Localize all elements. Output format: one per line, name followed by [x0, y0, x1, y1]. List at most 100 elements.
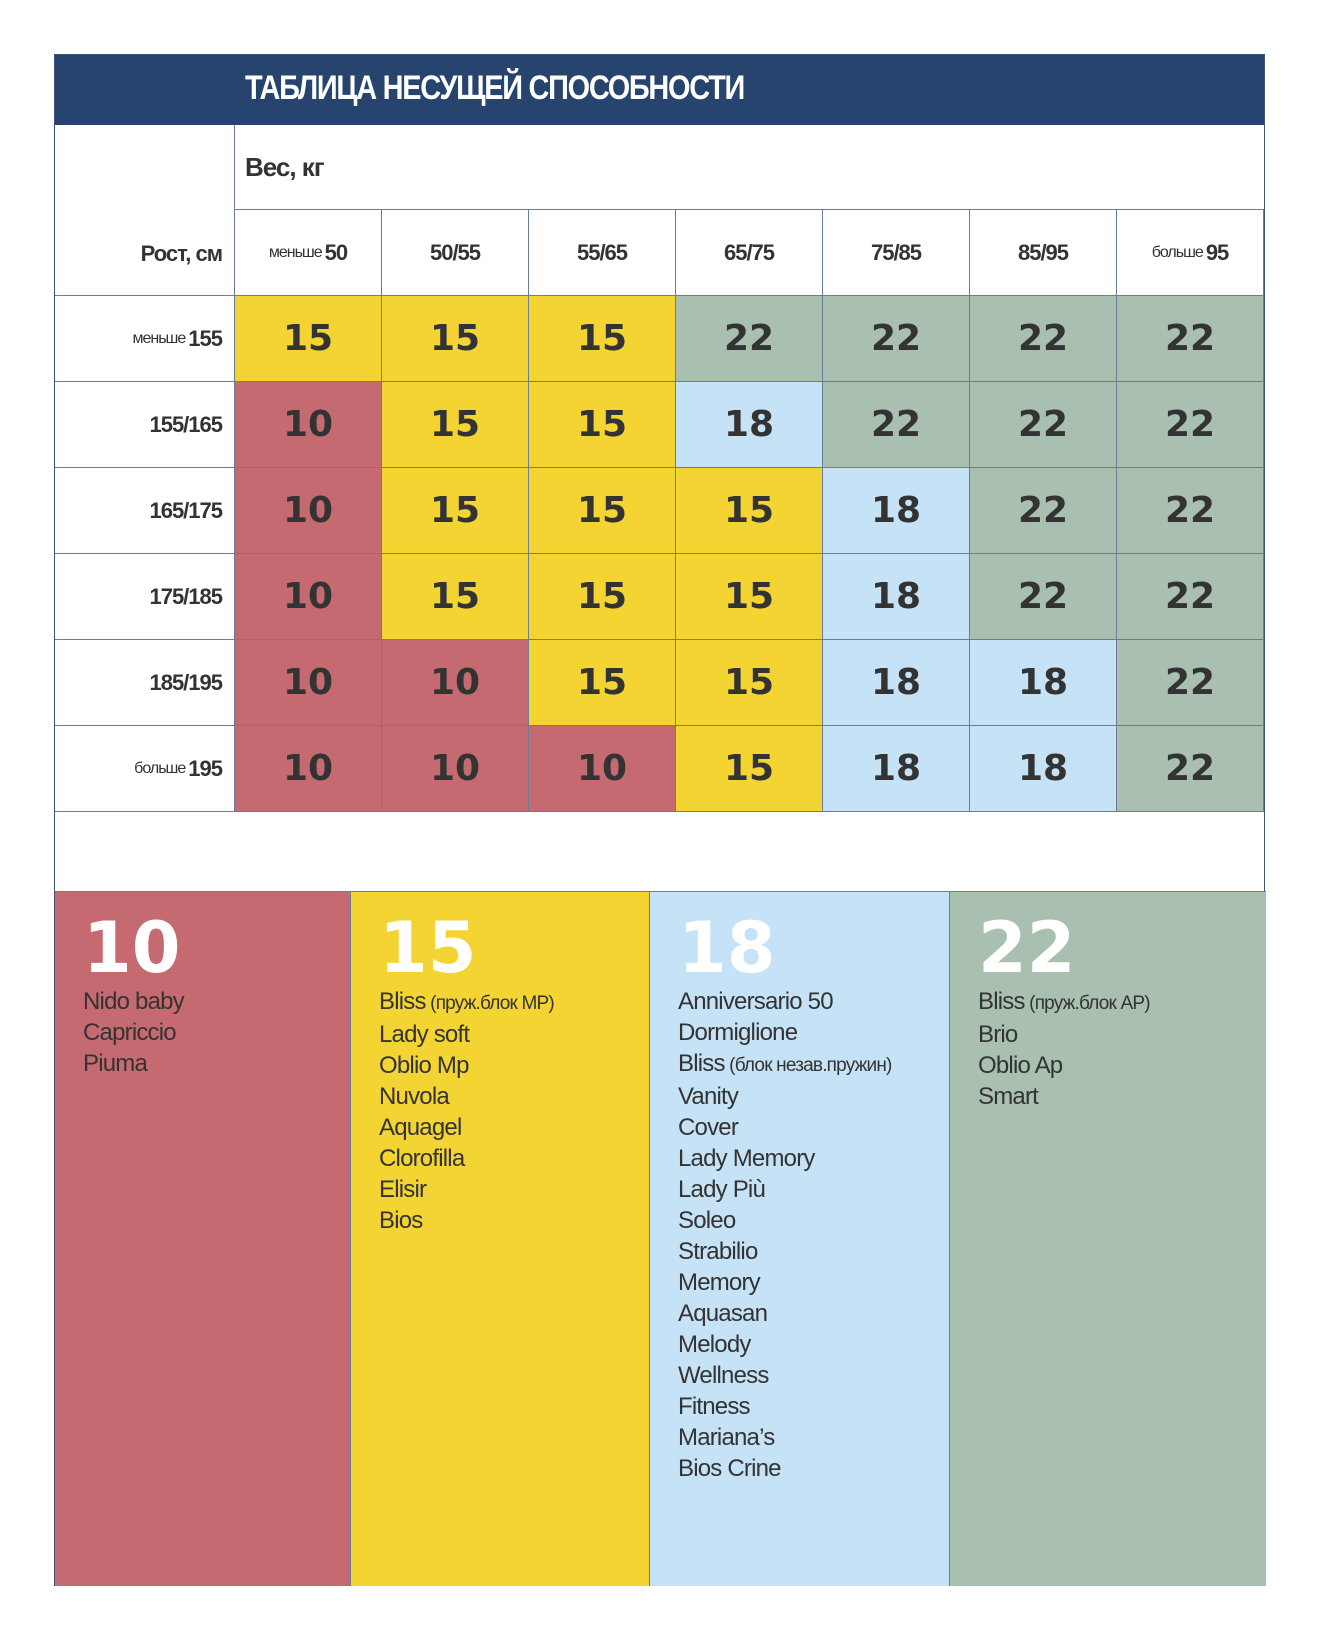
capacity-cell: 22 [1117, 640, 1264, 726]
capacity-cell: 22 [1117, 726, 1264, 812]
capacity-cell: 22 [823, 296, 970, 382]
model-name: Soleo [678, 1207, 736, 1234]
capacity-cell: 18 [823, 554, 970, 640]
capacity-cell: 18 [823, 468, 970, 554]
label-prefix: больше [134, 759, 186, 777]
capacity-cell: 15 [382, 382, 529, 468]
row-header: больше 195 [55, 726, 235, 812]
model-name: Bliss [978, 988, 1025, 1015]
legend-column-22: 22 Bliss (пруж.блок AP) Brio Oblio Ap Smart [950, 891, 1266, 1586]
model-name: Piuma [83, 1050, 148, 1077]
model-note: (пруж.блок MP) [425, 993, 555, 1014]
model-name: Lady soft [379, 1021, 470, 1048]
legend-value: 22 [978, 907, 1076, 989]
model-name: Elisir [379, 1176, 427, 1203]
capacity-cell: 15 [529, 640, 676, 726]
label-value: 185/195 [149, 669, 223, 695]
capacity-cell: 15 [235, 296, 382, 382]
capacity-cell: 22 [823, 382, 970, 468]
mattress-model: Oblio Mp [379, 1050, 649, 1081]
legend-column-10: 10 Nido baby Capriccio Piuma [55, 891, 351, 1586]
label-value: 95 [1205, 239, 1230, 265]
model-name: Nido baby [83, 988, 185, 1015]
label-prefix: меньше [132, 329, 186, 347]
model-name: Bliss [678, 1050, 725, 1077]
capacity-cell: 10 [235, 382, 382, 468]
mattress-model: Bliss (пруж.блок MP) [379, 986, 649, 1019]
mattress-model: Strabilio [678, 1236, 949, 1267]
capacity-cell: 18 [970, 640, 1117, 726]
mattress-model: Smart [978, 1081, 1266, 1112]
capacity-cell: 18 [676, 382, 823, 468]
mattress-model: Bios Crine [678, 1453, 949, 1484]
model-name: Wellness [678, 1362, 769, 1389]
capacity-cell: 22 [970, 468, 1117, 554]
label-value: 65/75 [723, 239, 775, 265]
capacity-cell: 15 [529, 554, 676, 640]
capacity-cell: 18 [823, 640, 970, 726]
model-name: Bios [379, 1207, 423, 1234]
model-name: Memory [678, 1269, 761, 1296]
column-header: 75/85 [823, 210, 970, 296]
mattress-model: Aquasan [678, 1298, 949, 1329]
capacity-cell: 22 [676, 296, 823, 382]
mattress-model: Capriccio [83, 1017, 350, 1048]
mattress-model: Brio [978, 1019, 1266, 1050]
capacity-cell: 22 [970, 382, 1117, 468]
mattress-model: Oblio Ap [978, 1050, 1266, 1081]
model-name: Dormiglione [678, 1019, 798, 1046]
label-value: 165/175 [149, 497, 223, 523]
model-name: Mariana’s [678, 1424, 775, 1451]
legend-value: 10 [83, 907, 181, 989]
mattress-model: Bios [379, 1205, 649, 1236]
mattress-model: Lady Più [678, 1174, 949, 1205]
title-bar: ТАБЛИЦА НЕСУЩЕЙ СПОСОБНОСТИ [55, 55, 1264, 125]
mattress-model: Fitness [678, 1391, 949, 1422]
model-name: Aquagel [379, 1114, 462, 1141]
capacity-cell: 10 [382, 726, 529, 812]
capacity-cell: 18 [970, 726, 1117, 812]
mattress-model: Elisir [379, 1174, 649, 1205]
mattress-model: Clorofilla [379, 1143, 649, 1174]
mattress-model: Cover [678, 1112, 949, 1143]
mattress-model: Anniversario 50 [678, 986, 949, 1017]
row-header: 175/185 [55, 554, 235, 640]
model-name: Bliss [379, 988, 426, 1015]
model-name: Melody [678, 1331, 751, 1358]
model-note: (блок незав.пружин) [724, 1055, 892, 1076]
height-label: Рост, см [55, 125, 235, 296]
model-name: Anniversario 50 [678, 988, 834, 1015]
label-prefix: больше [1151, 243, 1204, 261]
column-header: 85/95 [970, 210, 1117, 296]
model-name: Capriccio [83, 1019, 177, 1046]
column-header: 50/55 [382, 210, 529, 296]
label-prefix: меньше [268, 243, 323, 261]
legend-value: 18 [678, 907, 776, 989]
legend-column-15: 15 Bliss (пруж.блок MP) Lady soft Oblio Mp N… [351, 891, 650, 1586]
model-name: Strabilio [678, 1238, 758, 1265]
column-header: меньше 50 [235, 210, 382, 296]
label-value: 155 [188, 325, 223, 351]
capacity-cell: 15 [382, 554, 529, 640]
model-name: Brio [978, 1021, 1018, 1048]
label-value: 50 [324, 239, 349, 265]
capacity-cell: 10 [235, 640, 382, 726]
model-name: Clorofilla [379, 1145, 465, 1172]
mattress-model: Mariana’s [678, 1422, 949, 1453]
capacity-cell: 10 [235, 554, 382, 640]
capacity-cell: 10 [529, 726, 676, 812]
mattress-model: Nuvola [379, 1081, 649, 1112]
capacity-cell: 15 [676, 640, 823, 726]
mattress-model: Nido baby [83, 986, 350, 1017]
model-name: Bios Crine [678, 1455, 782, 1482]
capacity-cell: 15 [382, 468, 529, 554]
capacity-cell: 22 [1117, 296, 1264, 382]
mattress-model: Vanity [678, 1081, 949, 1112]
mattress-model: Bliss (пруж.блок AP) [978, 986, 1266, 1019]
capacity-cell: 10 [382, 640, 529, 726]
capacity-cell: 15 [529, 468, 676, 554]
legend-value: 15 [379, 907, 477, 989]
capacity-cell: 22 [970, 554, 1117, 640]
mattress-model: Soleo [678, 1205, 949, 1236]
model-name: Lady Più [678, 1176, 766, 1203]
